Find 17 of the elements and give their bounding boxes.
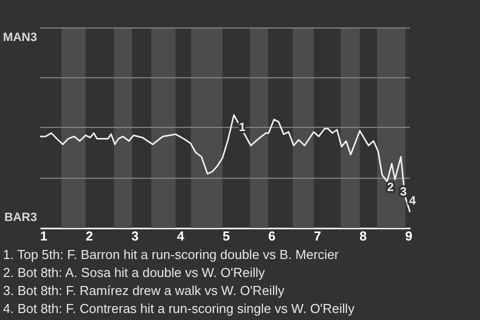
text: MAN3 bbox=[2, 30, 38, 44]
text: 2. Bot 8th: A. Sosa hit a double vs W. O'Reilly bbox=[3, 265, 266, 280]
annotation: 4 bbox=[409, 193, 416, 208]
x-tick-label: 3 bbox=[131, 228, 139, 244]
x-tick-label: 8 bbox=[359, 228, 367, 244]
x-tick-label: 2 bbox=[86, 228, 93, 244]
annotation: 2 bbox=[387, 180, 394, 194]
x-tick-label: 9 bbox=[405, 228, 412, 244]
text: 3. Bot 8th: F. Ramírez drew a walk vs W. O'Reilly bbox=[3, 283, 285, 298]
x-tick-label: 1 bbox=[40, 228, 48, 244]
x-tick-label: 6 bbox=[268, 228, 276, 244]
text: 4. Bot 8th: F. Contreras hit a run-scoring single vs W. O'Reilly bbox=[3, 301, 355, 316]
x-tick-label: 4 bbox=[176, 228, 185, 244]
text: 1. Top 5th: F. Barron hit a run-scoring double vs B. Mercier bbox=[3, 247, 340, 262]
text: BAR3 bbox=[4, 210, 38, 224]
x-tick-label: 7 bbox=[314, 228, 322, 244]
x-tick-label: 5 bbox=[222, 228, 230, 244]
